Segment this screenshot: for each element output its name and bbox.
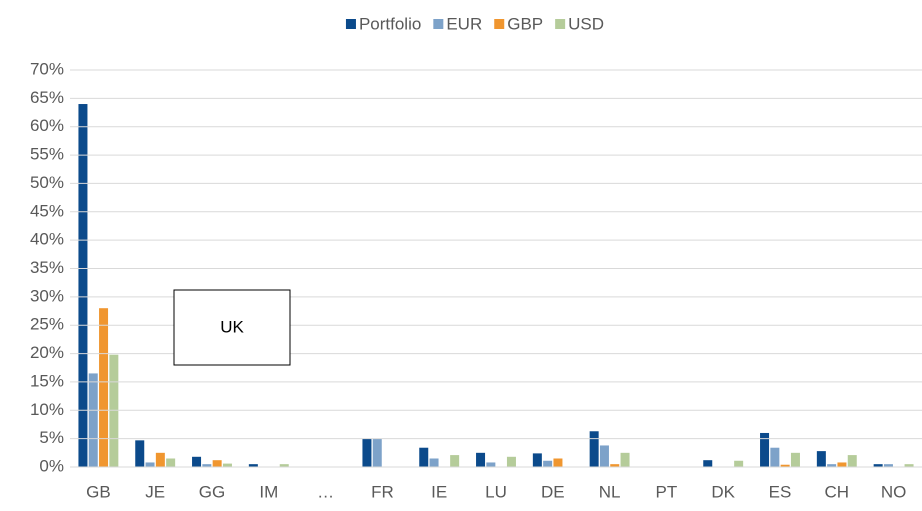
y-tick-label: 35%	[30, 258, 64, 277]
x-tick-label: ES	[769, 482, 792, 501]
bar	[109, 354, 119, 467]
bar	[419, 447, 429, 467]
x-tick-label: PT	[656, 482, 678, 501]
y-tick-label: 5%	[39, 428, 64, 447]
y-tick-label: 45%	[30, 201, 64, 220]
y-tick-label: 20%	[30, 343, 64, 362]
bar	[145, 462, 155, 467]
legend-label: EUR	[446, 14, 482, 33]
bar	[847, 455, 857, 467]
y-tick-label: 50%	[30, 173, 64, 192]
x-tick-label: GB	[86, 482, 111, 501]
bar	[553, 458, 563, 467]
bar	[599, 445, 609, 467]
x-tick-label: DK	[711, 482, 735, 501]
legend-swatch	[433, 19, 444, 29]
bar	[222, 463, 232, 467]
bar	[532, 453, 542, 467]
legend-swatch	[555, 19, 566, 29]
x-tick-label: IM	[259, 482, 278, 501]
legend: Portfolio EUR GBP USD	[345, 14, 604, 33]
y-tick-label: 0%	[39, 456, 64, 475]
y-tick-label: 70%	[30, 59, 64, 78]
bar	[155, 452, 165, 467]
x-tick-label: NL	[599, 482, 621, 501]
bar	[760, 432, 770, 467]
bar	[248, 464, 258, 467]
legend-swatch	[494, 19, 505, 29]
x-tick-label: FR	[371, 482, 394, 501]
y-tick-label: 60%	[30, 116, 64, 135]
legend-label: GBP	[507, 14, 543, 33]
bar	[816, 451, 826, 467]
annotation: UK	[220, 317, 244, 336]
y-tick-label: 55%	[30, 145, 64, 164]
bar	[135, 440, 145, 467]
bar	[88, 373, 98, 467]
y-tick-label: 15%	[30, 371, 64, 390]
bar	[486, 462, 496, 467]
annotation-box	[173, 289, 291, 366]
bar	[506, 456, 516, 467]
bar	[837, 462, 847, 467]
x-tick-label: DE	[541, 482, 565, 501]
bar	[543, 460, 553, 467]
x-tick-label: …	[317, 482, 334, 501]
bar	[372, 438, 382, 467]
bar	[703, 460, 713, 467]
bar	[620, 452, 630, 467]
bar	[279, 464, 289, 467]
legend-label: USD	[568, 14, 604, 33]
bar	[450, 455, 460, 467]
x-tick-label: CH	[825, 482, 850, 501]
bar	[78, 104, 88, 468]
bar	[589, 431, 599, 467]
bar	[790, 452, 800, 467]
bar	[770, 447, 780, 467]
x-tick-label: NO	[881, 482, 907, 501]
bar	[166, 458, 176, 467]
y-tick-label: 40%	[30, 230, 64, 249]
y-tick-label: 10%	[30, 400, 64, 419]
y-tick-label: 30%	[30, 286, 64, 305]
y-tick-label: 25%	[30, 315, 64, 334]
legend-swatch	[345, 19, 356, 29]
bar	[610, 464, 620, 467]
bar	[873, 464, 883, 467]
bar	[192, 456, 202, 467]
x-tick-label: JE	[145, 482, 165, 501]
y-tick-label: 65%	[30, 88, 64, 107]
x-tick-label: LU	[485, 482, 507, 501]
bar	[99, 308, 109, 467]
x-tick-label: GG	[199, 482, 225, 501]
bar	[883, 464, 893, 467]
bar	[362, 438, 372, 467]
legend-label: Portfolio	[359, 14, 421, 33]
bar	[429, 458, 439, 467]
x-tick-label: IE	[431, 482, 447, 501]
bar	[827, 464, 837, 467]
bar	[734, 460, 744, 467]
bar	[212, 460, 222, 467]
bar	[904, 464, 914, 467]
bar	[780, 464, 790, 467]
bar	[202, 464, 212, 467]
bar	[476, 452, 486, 467]
